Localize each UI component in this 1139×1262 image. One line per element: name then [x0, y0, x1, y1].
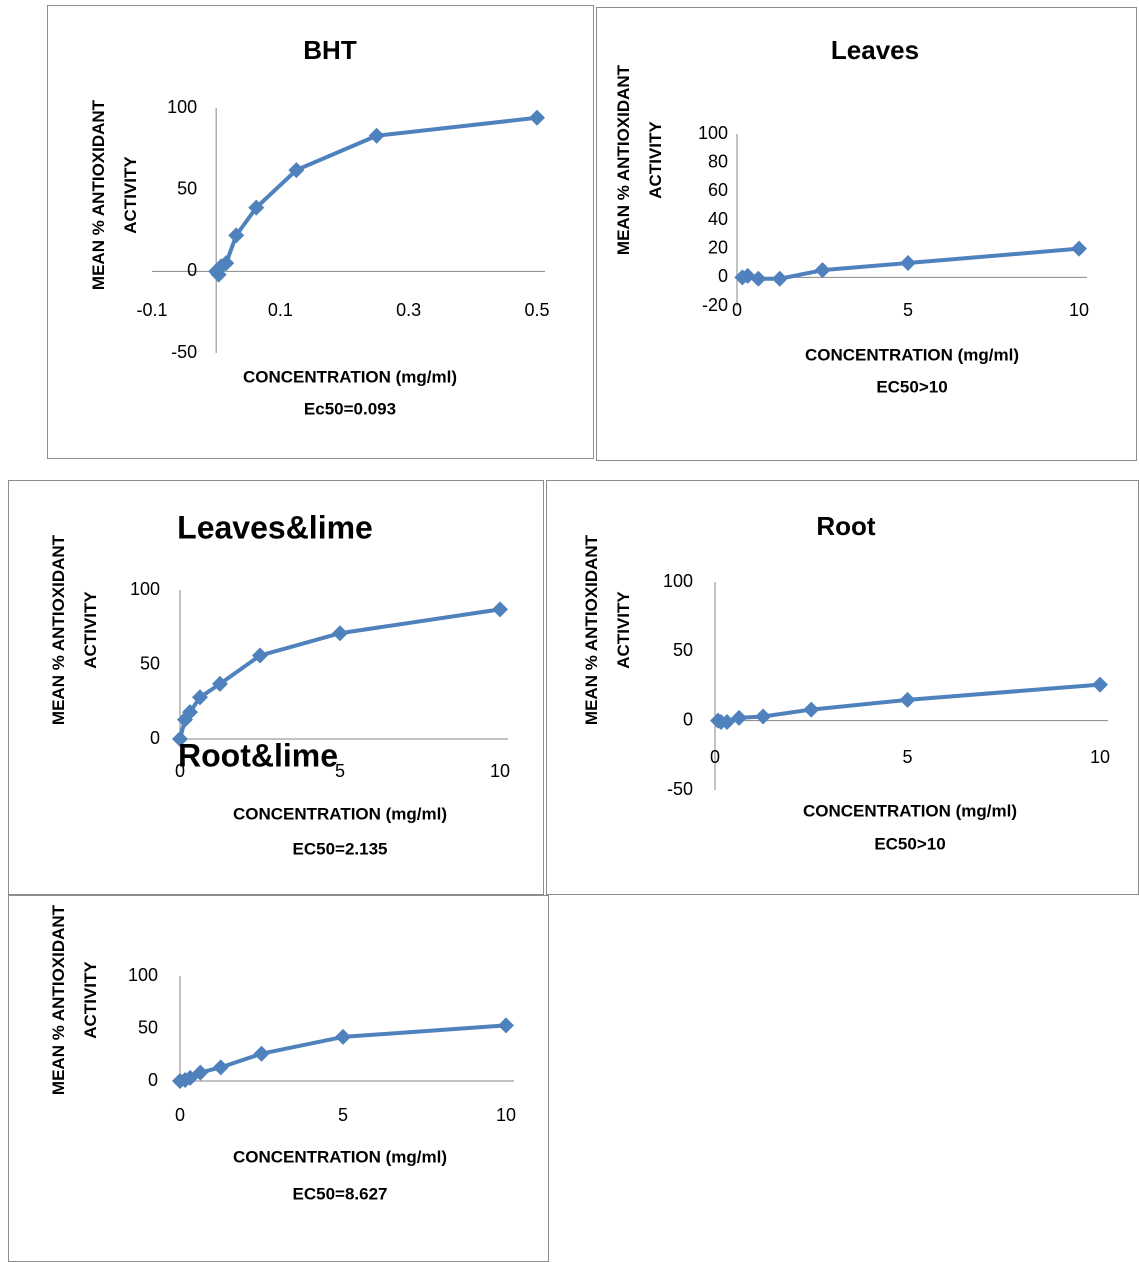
marker — [498, 1017, 514, 1034]
marker — [731, 709, 748, 726]
y-tick-label: 100 — [663, 571, 693, 591]
y-tick-label: -50 — [171, 342, 197, 362]
y-tick-label: 40 — [708, 209, 728, 229]
annotation: EC50=8.627 — [293, 1184, 388, 1203]
y-tick-label: 100 — [130, 579, 160, 599]
x-axis-title: CONCENTRATION (mg/ml) — [233, 804, 447, 823]
marker — [212, 675, 228, 692]
annotation: EC50>10 — [874, 834, 945, 853]
marker — [755, 708, 772, 725]
x-axis-title: CONCENTRATION (mg/ml) — [233, 1147, 447, 1166]
x-tick-label: -0.1 — [136, 300, 167, 320]
y-tick-label: 80 — [708, 151, 728, 171]
marker — [1071, 240, 1087, 257]
y-axis-title: MEAN % ANTIOXIDANT ACTIVITY — [89, 99, 140, 291]
x-tick-label: 10 — [1069, 300, 1089, 320]
chart-title: Leaves — [831, 35, 919, 65]
marker — [253, 1045, 270, 1062]
marker — [218, 255, 235, 272]
marker — [750, 270, 767, 287]
marker — [332, 625, 348, 642]
marker — [803, 701, 820, 718]
x-tick-label: 5 — [338, 1105, 348, 1125]
chart-title: Root — [816, 511, 876, 541]
y-axis-title: MEAN % ANTIOXIDANT ACTIVITY — [614, 64, 665, 256]
marker — [248, 199, 265, 216]
marker — [252, 647, 268, 664]
marker — [182, 704, 198, 721]
chart-frame — [8, 480, 544, 895]
marker — [492, 601, 508, 618]
y-tick-label: 100 — [698, 123, 728, 143]
x-tick-label: 0.1 — [268, 300, 293, 320]
y-tick-label: -50 — [667, 779, 693, 799]
x-axis-title: CONCENTRATION (mg/ml) — [803, 801, 1017, 820]
marker — [814, 262, 831, 279]
x-tick-label: 5 — [902, 747, 912, 767]
chart-frame — [596, 7, 1137, 461]
x-tick-label: 10 — [1090, 747, 1110, 767]
annotation: EC50=2.135 — [293, 839, 388, 858]
marker — [771, 270, 788, 287]
chart-title: Root&lime — [178, 737, 338, 773]
x-tick-label: 5 — [903, 300, 913, 320]
annotation: Ec50=0.093 — [304, 399, 396, 418]
marker — [529, 109, 545, 126]
x-tick-label: 0 — [175, 1105, 185, 1125]
marker — [228, 227, 245, 244]
marker — [1092, 676, 1108, 693]
chart-frame — [47, 5, 594, 459]
x-axis-title: CONCENTRATION (mg/ml) — [243, 367, 457, 386]
x-tick-label: 5 — [335, 761, 345, 781]
y-tick-label: 50 — [138, 1017, 158, 1037]
y-tick-label: 0 — [683, 709, 693, 729]
x-tick-label: 0.3 — [396, 300, 421, 320]
y-tick-label: 100 — [167, 97, 197, 117]
marker — [900, 255, 916, 271]
y-tick-label: 0 — [150, 728, 160, 748]
y-tick-label: 0 — [187, 260, 197, 280]
marker — [899, 691, 916, 708]
y-tick-label: 60 — [708, 180, 728, 200]
y-tick-label: 0 — [718, 266, 728, 286]
x-tick-label: 0 — [710, 747, 720, 767]
y-tick-label: 100 — [128, 965, 158, 985]
chart-title: BHT — [303, 35, 357, 65]
x-tick-label: 10 — [490, 761, 510, 781]
y-axis-title: MEAN % ANTIOXIDANT ACTIVITY — [582, 534, 633, 726]
marker — [212, 1059, 229, 1076]
y-tick-label: -20 — [702, 295, 728, 315]
marker — [719, 714, 736, 731]
x-axis-title: CONCENTRATION (mg/ml) — [805, 345, 1019, 364]
x-tick-label: 0 — [175, 761, 185, 781]
y-tick-label: 20 — [708, 237, 728, 257]
marker — [192, 1064, 209, 1081]
marker — [192, 689, 208, 706]
marker — [335, 1028, 351, 1045]
annotation: EC50>10 — [876, 377, 947, 396]
x-tick-label: 0 — [732, 300, 742, 320]
y-axis-title: MEAN % ANTIOXIDANT ACTIVITY — [49, 904, 100, 1096]
x-tick-label: 0.5 — [524, 300, 549, 320]
marker — [368, 127, 385, 144]
marker — [288, 162, 305, 179]
chart-title: Leaves&lime — [177, 509, 373, 545]
y-tick-label: 50 — [140, 653, 160, 673]
y-tick-label: 0 — [148, 1070, 158, 1090]
x-tick-label: 10 — [496, 1105, 516, 1125]
y-tick-label: 50 — [673, 640, 693, 660]
marker — [172, 731, 188, 747]
y-axis-title: MEAN % ANTIOXIDANT ACTIVITY — [49, 534, 100, 726]
y-tick-label: 50 — [177, 178, 197, 198]
